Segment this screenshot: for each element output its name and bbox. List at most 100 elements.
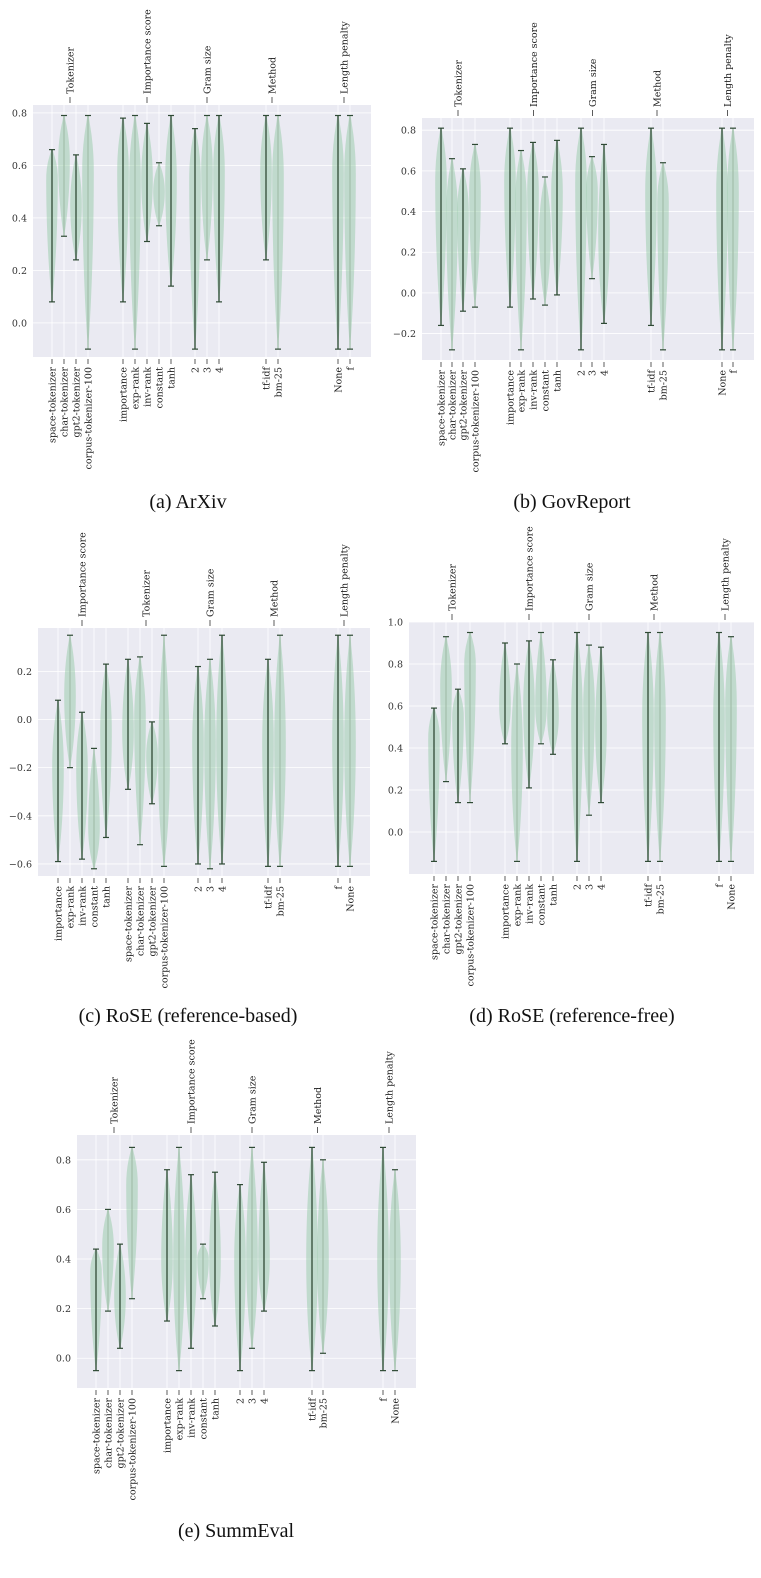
x-tick-label: constant bbox=[541, 370, 552, 412]
chart-panel: −0.2 0.0 0.2 0.4 0.6 0.8 space-tokenizer char-t… bbox=[393, 22, 754, 513]
y-tick-label: 0.8 bbox=[56, 1155, 71, 1166]
y-tick-label: 0.2 bbox=[401, 248, 416, 259]
panel-caption: (b) GovReport bbox=[513, 491, 631, 513]
group-label: Length penalty bbox=[721, 538, 732, 611]
y-tick-label: 0.8 bbox=[401, 126, 416, 137]
y-tick-label: 0.8 bbox=[12, 108, 27, 119]
x-tick-label: f bbox=[346, 366, 357, 371]
x-tick-label: None bbox=[334, 367, 345, 393]
plot-area bbox=[33, 105, 371, 357]
x-tick-label: 2 bbox=[194, 886, 205, 892]
y-tick-label: 0.2 bbox=[56, 1304, 71, 1315]
group-label: Length penalty bbox=[340, 21, 351, 94]
x-tick-label: 3 bbox=[585, 884, 596, 890]
group-label: Importance score bbox=[525, 526, 536, 611]
x-tick-label: 2 bbox=[577, 370, 588, 376]
x-tick-label: gpt2-tokenizer bbox=[454, 884, 465, 955]
panel-caption: (e) SummEval bbox=[178, 1520, 295, 1542]
group-label: Method bbox=[653, 70, 664, 107]
x-tick-label: exp-rank bbox=[513, 884, 524, 927]
x-tick-label: corpus-tokenizer-100 bbox=[466, 884, 477, 986]
x-tick-label: inv-rank bbox=[529, 370, 540, 410]
x-tick-label: corpus-tokenizer-100 bbox=[128, 1398, 139, 1500]
group-label: Gram size bbox=[248, 1075, 259, 1124]
y-tick-label: 0.6 bbox=[401, 166, 416, 177]
y-tick-label: 0.0 bbox=[401, 288, 416, 299]
x-tick-label: space-tokenizer bbox=[437, 370, 448, 446]
y-tick-label: 0.6 bbox=[12, 161, 27, 172]
y-tick-label: −0.2 bbox=[9, 763, 32, 774]
group-label: Tokenizer bbox=[66, 47, 77, 94]
x-tick-label: gpt2-tokenizer bbox=[459, 370, 470, 441]
x-tick-label: tf-idf bbox=[262, 366, 273, 390]
panel-caption: (a) ArXiv bbox=[149, 491, 226, 513]
y-tick-label: 0.4 bbox=[401, 207, 416, 218]
y-tick-label: 0.0 bbox=[12, 318, 27, 329]
x-tick-label: constant bbox=[90, 886, 101, 928]
y-tick-label: 0.2 bbox=[12, 266, 27, 277]
group-label: Gram size bbox=[588, 58, 599, 107]
group-label: Gram size bbox=[585, 562, 596, 611]
x-tick-label: gpt2-tokenizer bbox=[116, 1398, 127, 1469]
group-label: Length penalty bbox=[723, 34, 734, 107]
x-tick-label: 2 bbox=[573, 884, 584, 890]
group-label: Tokenizer bbox=[142, 570, 153, 617]
x-tick-label: 4 bbox=[218, 886, 229, 892]
x-tick-label: bm-25 bbox=[319, 1398, 330, 1428]
group-label: Tokenizer bbox=[454, 60, 465, 107]
x-tick-label: importance bbox=[119, 367, 130, 422]
group-label: Gram size bbox=[206, 568, 217, 617]
x-tick-label: tanh bbox=[549, 884, 560, 906]
x-tick-label: importance bbox=[506, 370, 517, 425]
x-tick-label: None bbox=[718, 370, 729, 396]
x-tick-label: space-tokenizer bbox=[124, 886, 135, 962]
chart-panel: −0.6 −0.4 −0.2 0.0 0.2 importance exp-rank inv-… bbox=[9, 532, 370, 1027]
group-label: Importance score bbox=[187, 1039, 198, 1124]
group-label: Method bbox=[650, 574, 661, 611]
x-tick-label: None bbox=[346, 886, 357, 912]
x-tick-label: tf-idf bbox=[308, 1397, 319, 1421]
group-label: Method bbox=[313, 1087, 324, 1124]
panel-caption: (d) RoSE (reference-free) bbox=[469, 1005, 674, 1027]
x-tick-label: corpus-tokenizer-100 bbox=[84, 367, 95, 469]
x-tick-label: constant bbox=[537, 884, 548, 926]
x-tick-label: 4 bbox=[215, 367, 226, 373]
y-tick-label: 0.8 bbox=[388, 660, 403, 671]
group-label: Length penalty bbox=[385, 1051, 396, 1124]
chart-panel: 0.0 0.2 0.4 0.6 0.8 1.0 space-tokenizer char-to… bbox=[388, 526, 754, 1027]
x-tick-label: char-tokenizer bbox=[104, 1398, 115, 1469]
x-tick-label: char-tokenizer bbox=[60, 367, 71, 438]
plot-area bbox=[77, 1135, 416, 1388]
group-label: Method bbox=[270, 580, 281, 617]
y-tick-label: −0.2 bbox=[393, 329, 416, 340]
y-tick-label: 0.6 bbox=[56, 1205, 71, 1216]
x-tick-label: 3 bbox=[206, 886, 217, 892]
y-tick-label: 0.0 bbox=[56, 1354, 71, 1365]
x-tick-label: exp-rank bbox=[131, 367, 142, 410]
x-tick-label: exp-rank bbox=[66, 886, 77, 929]
x-tick-label: tf-idf bbox=[644, 883, 655, 907]
x-tick-label: f bbox=[379, 1397, 390, 1402]
group-label: Tokenizer bbox=[110, 1077, 121, 1124]
x-tick-label: tanh bbox=[167, 367, 178, 389]
x-tick-label: None bbox=[727, 884, 738, 910]
x-tick-label: importance bbox=[163, 1398, 174, 1453]
y-tick-label: 1.0 bbox=[388, 618, 403, 629]
x-tick-label: inv-rank bbox=[78, 886, 89, 926]
x-tick-label: exp-rank bbox=[175, 1398, 186, 1441]
x-tick-label: constant bbox=[199, 1398, 210, 1440]
x-tick-label: 3 bbox=[248, 1398, 259, 1404]
x-tick-label: tf-idf bbox=[264, 885, 275, 909]
x-tick-label: 4 bbox=[600, 370, 611, 376]
group-label: Importance score bbox=[143, 9, 154, 94]
x-tick-label: f bbox=[729, 369, 740, 374]
chart-panel: 0.0 0.2 0.4 0.6 0.8 space-tokenizer char-token… bbox=[12, 9, 371, 513]
group-label: Tokenizer bbox=[448, 564, 459, 611]
x-tick-label: tanh bbox=[102, 886, 113, 908]
x-tick-label: bm-25 bbox=[274, 367, 285, 397]
group-label: Importance score bbox=[529, 22, 540, 107]
x-tick-label: f bbox=[715, 883, 726, 888]
y-tick-label: 0.4 bbox=[388, 744, 403, 755]
y-tick-label: 0.6 bbox=[388, 702, 403, 713]
x-tick-label: char-tokenizer bbox=[442, 884, 453, 955]
